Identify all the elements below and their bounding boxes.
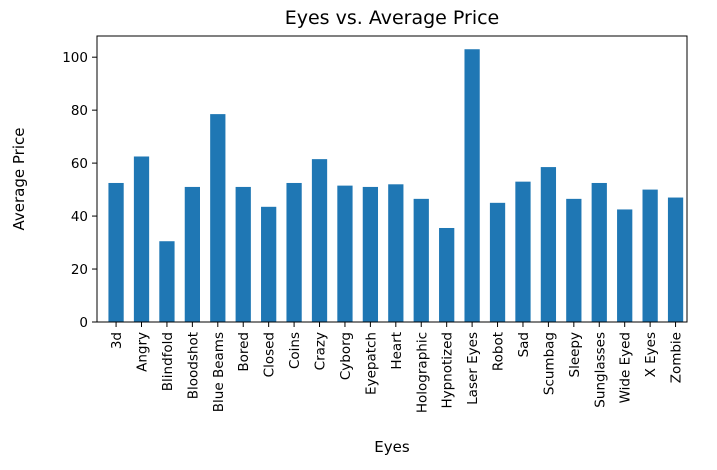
x-tick-label: Scumbag <box>541 332 557 395</box>
x-tick-label: Angry <box>135 332 151 372</box>
y-tick-label: 20 <box>71 262 88 278</box>
bar-holographic <box>413 198 429 322</box>
x-tick-label: Cyborg <box>338 332 354 380</box>
plot-frame <box>96 35 688 323</box>
bar-bloodshot <box>184 186 200 322</box>
x-tick-label: Holographic <box>414 332 430 413</box>
bar-coins <box>286 182 302 322</box>
x-tick-label: Sad <box>516 332 532 357</box>
x-tick-label: Wide Eyed <box>618 332 634 403</box>
x-tick-label: Hypnotized <box>440 332 456 409</box>
bar-sleepy <box>566 198 582 322</box>
y-axis: 0 20 40 60 80 100 <box>62 50 97 331</box>
y-axis-label: Average Price <box>10 128 28 231</box>
bar-zombie <box>667 197 684 322</box>
bar-crazy <box>311 159 328 322</box>
bar-sunglasses <box>591 182 607 322</box>
x-tick-label: Blue Beams <box>211 332 227 412</box>
x-axis-label: Eyes <box>374 438 410 456</box>
x-tick-label: Closed <box>262 332 278 377</box>
x-tick-label: Laser Eyes <box>465 332 481 405</box>
x-tick-label: Sunglasses <box>592 332 608 408</box>
chart-title: Eyes vs. Average Price <box>285 7 500 29</box>
x-tick-label: X Eyes <box>643 332 659 377</box>
bar-sad <box>515 181 531 322</box>
bar-bored <box>235 186 251 322</box>
bar-robot <box>489 202 506 322</box>
x-axis: 3d Angry Blindfold Bloodshot Blue Beams Bored… <box>109 322 685 413</box>
bar-angry <box>133 156 150 322</box>
y-tick-label: 60 <box>71 156 88 172</box>
bar-blindfold <box>159 241 175 322</box>
y-tick-label: 80 <box>71 103 88 119</box>
y-tick-label: 0 <box>79 315 88 331</box>
bar-blue-beams <box>210 114 226 323</box>
x-tick-label: Bored <box>236 332 252 372</box>
bar-closed <box>261 206 277 322</box>
x-tick-label: Heart <box>389 332 405 370</box>
x-tick-label: Blindfold <box>160 332 176 391</box>
x-tick-label: Robot <box>491 332 507 371</box>
x-tick-label: Crazy <box>313 332 329 370</box>
bar-cyborg <box>337 185 353 322</box>
bar-wide-eyed <box>617 209 633 322</box>
x-tick-label: Coins <box>287 332 303 369</box>
y-tick-label: 100 <box>62 50 88 66</box>
x-tick-label: Zombie <box>669 332 685 383</box>
bars-group <box>108 49 684 323</box>
x-tick-label: Eyepatch <box>363 332 379 395</box>
x-tick-label: Bloodshot <box>185 332 201 399</box>
x-tick-label: Sleepy <box>567 332 583 378</box>
y-tick-label: 40 <box>71 209 88 225</box>
bar-x-eyes <box>642 189 658 322</box>
x-tick-label: 3d <box>109 332 125 349</box>
bar-scumbag <box>540 167 557 322</box>
bar-hypnotized <box>439 227 455 322</box>
bar-3d <box>108 182 124 322</box>
bar-laser-eyes <box>464 49 480 323</box>
bar-eyepatch <box>362 186 379 322</box>
bar-heart <box>388 184 404 322</box>
